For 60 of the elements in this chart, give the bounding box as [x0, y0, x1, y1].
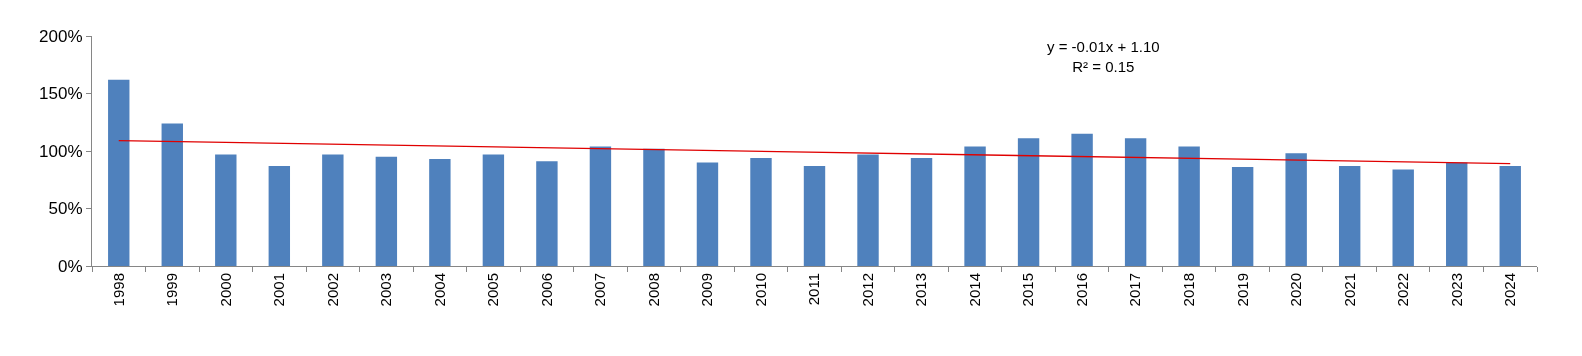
x-tick-label: 2020 [1287, 273, 1305, 307]
x-tick-label: 2002 [323, 273, 341, 307]
bar [589, 146, 612, 266]
bar [643, 148, 665, 266]
bar [161, 123, 183, 266]
bar [1071, 133, 1093, 266]
bar [857, 154, 879, 266]
bar [322, 154, 344, 266]
x-tick-label: 2015 [1019, 273, 1037, 307]
y-tick-label: 100% [39, 141, 83, 161]
bar [1285, 153, 1307, 266]
bar [1017, 138, 1040, 266]
bar [1392, 169, 1414, 266]
x-tick-label: 1999 [163, 273, 181, 307]
bar [108, 79, 130, 266]
x-tick-label: 2010 [751, 273, 769, 307]
bar [215, 154, 237, 266]
bar [536, 161, 558, 266]
bar [268, 165, 291, 266]
bar [1499, 165, 1521, 266]
x-tick-label: 2023 [1447, 273, 1465, 307]
annotation: y = -0.01x + 1.10 R² = 0.15 [1047, 38, 1160, 75]
bar [696, 162, 719, 266]
x-tick-label: 2009 [698, 273, 716, 307]
bar [964, 146, 986, 266]
x-tick-label: 2012 [858, 273, 876, 307]
x-tick-label: 2013 [912, 273, 930, 307]
x-tick-label: 2001 [270, 273, 288, 307]
y-tick-label: 0% [58, 256, 83, 276]
x-tick-label: 2003 [377, 273, 395, 307]
bar [482, 154, 505, 266]
x-tick-label: 2005 [484, 273, 502, 307]
x-tick-label: 2008 [644, 273, 662, 307]
bar [750, 157, 772, 266]
bar [1338, 165, 1361, 266]
bar [910, 157, 933, 266]
bar [1231, 167, 1254, 266]
bar [429, 159, 451, 266]
bar [375, 156, 398, 266]
x-tick-label: 2007 [591, 273, 609, 307]
x-tick-label: 2022 [1394, 273, 1412, 307]
x-tick-label: 2021 [1340, 273, 1358, 307]
x-tick-label: 2000 [216, 273, 234, 307]
y-tick-label: 50% [48, 199, 83, 219]
x-tick-label: 2018 [1180, 273, 1198, 307]
x-tick-label: 2019 [1233, 273, 1251, 307]
x-tick-label: 2016 [1072, 273, 1090, 307]
y-tick-label: 150% [39, 84, 83, 104]
x-tick-label: 2014 [965, 273, 983, 307]
x-tick-label: 2011 [805, 273, 823, 306]
x-tick-label: 2017 [1126, 273, 1144, 307]
x-tick-label: 2004 [430, 273, 448, 307]
bar [1446, 162, 1468, 266]
x-tick-label: 1998 [109, 273, 127, 307]
x-tick-label: 2006 [537, 273, 555, 307]
bar [1124, 138, 1147, 266]
bar [1178, 146, 1200, 266]
bar [803, 165, 826, 266]
y-tick-label: 200% [39, 26, 83, 46]
x-tick-label: 2024 [1501, 273, 1519, 307]
